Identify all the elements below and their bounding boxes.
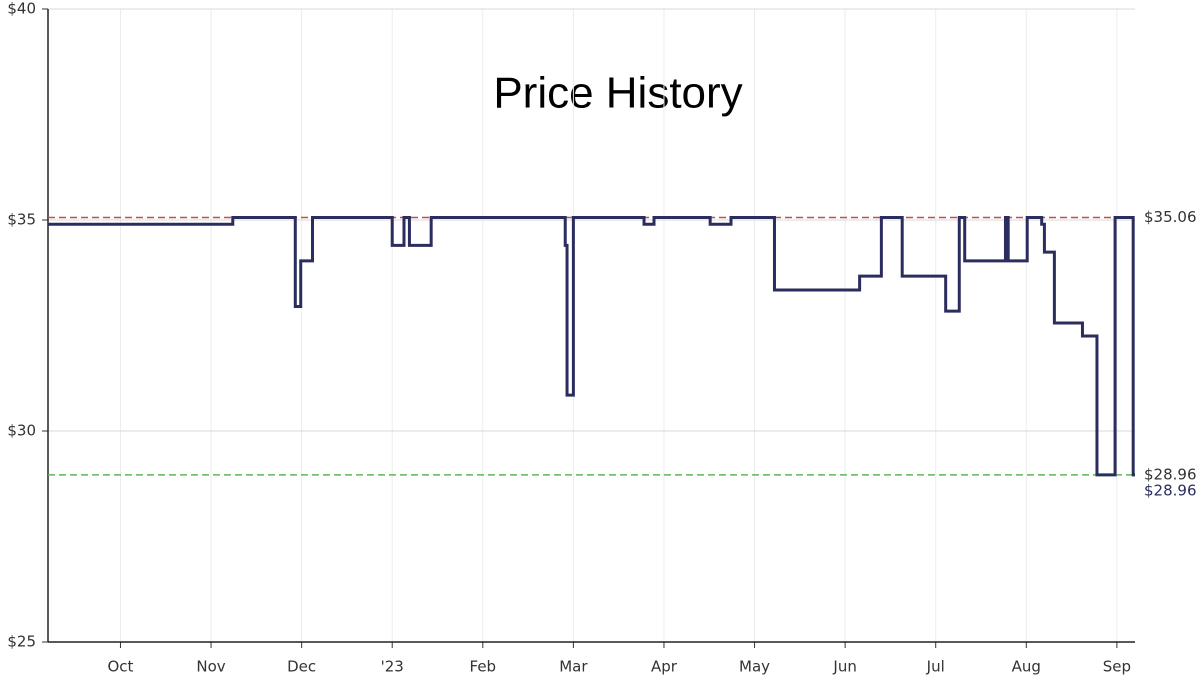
chart-title: Price History bbox=[493, 69, 742, 118]
x-tick-label: '23 bbox=[381, 658, 404, 676]
x-tick-label: Feb bbox=[470, 658, 497, 676]
x-tick-label: Apr bbox=[651, 658, 678, 676]
price-line bbox=[48, 215, 1135, 477]
x-tick-label: May bbox=[739, 658, 770, 676]
reference-label: $28.96 bbox=[1144, 465, 1197, 483]
x-tick-label: Aug bbox=[1012, 658, 1041, 676]
reference-label: $35.06 bbox=[1144, 208, 1197, 226]
x-tick-label: Nov bbox=[196, 658, 225, 676]
x-tick-label: Sep bbox=[1103, 658, 1131, 676]
x-tick-label: Dec bbox=[287, 658, 316, 676]
y-tick-label: $40 bbox=[7, 0, 36, 18]
x-tick-label: Oct bbox=[107, 658, 133, 676]
y-tick-label: $25 bbox=[7, 633, 36, 651]
end-label: $28.96 bbox=[1144, 481, 1197, 499]
x-tick-label: Mar bbox=[559, 658, 588, 676]
x-tick-label: Jul bbox=[926, 658, 945, 676]
y-tick-label: $30 bbox=[7, 422, 36, 440]
y-tick-label: $35 bbox=[7, 211, 36, 229]
x-tick-label: Jun bbox=[832, 658, 856, 676]
